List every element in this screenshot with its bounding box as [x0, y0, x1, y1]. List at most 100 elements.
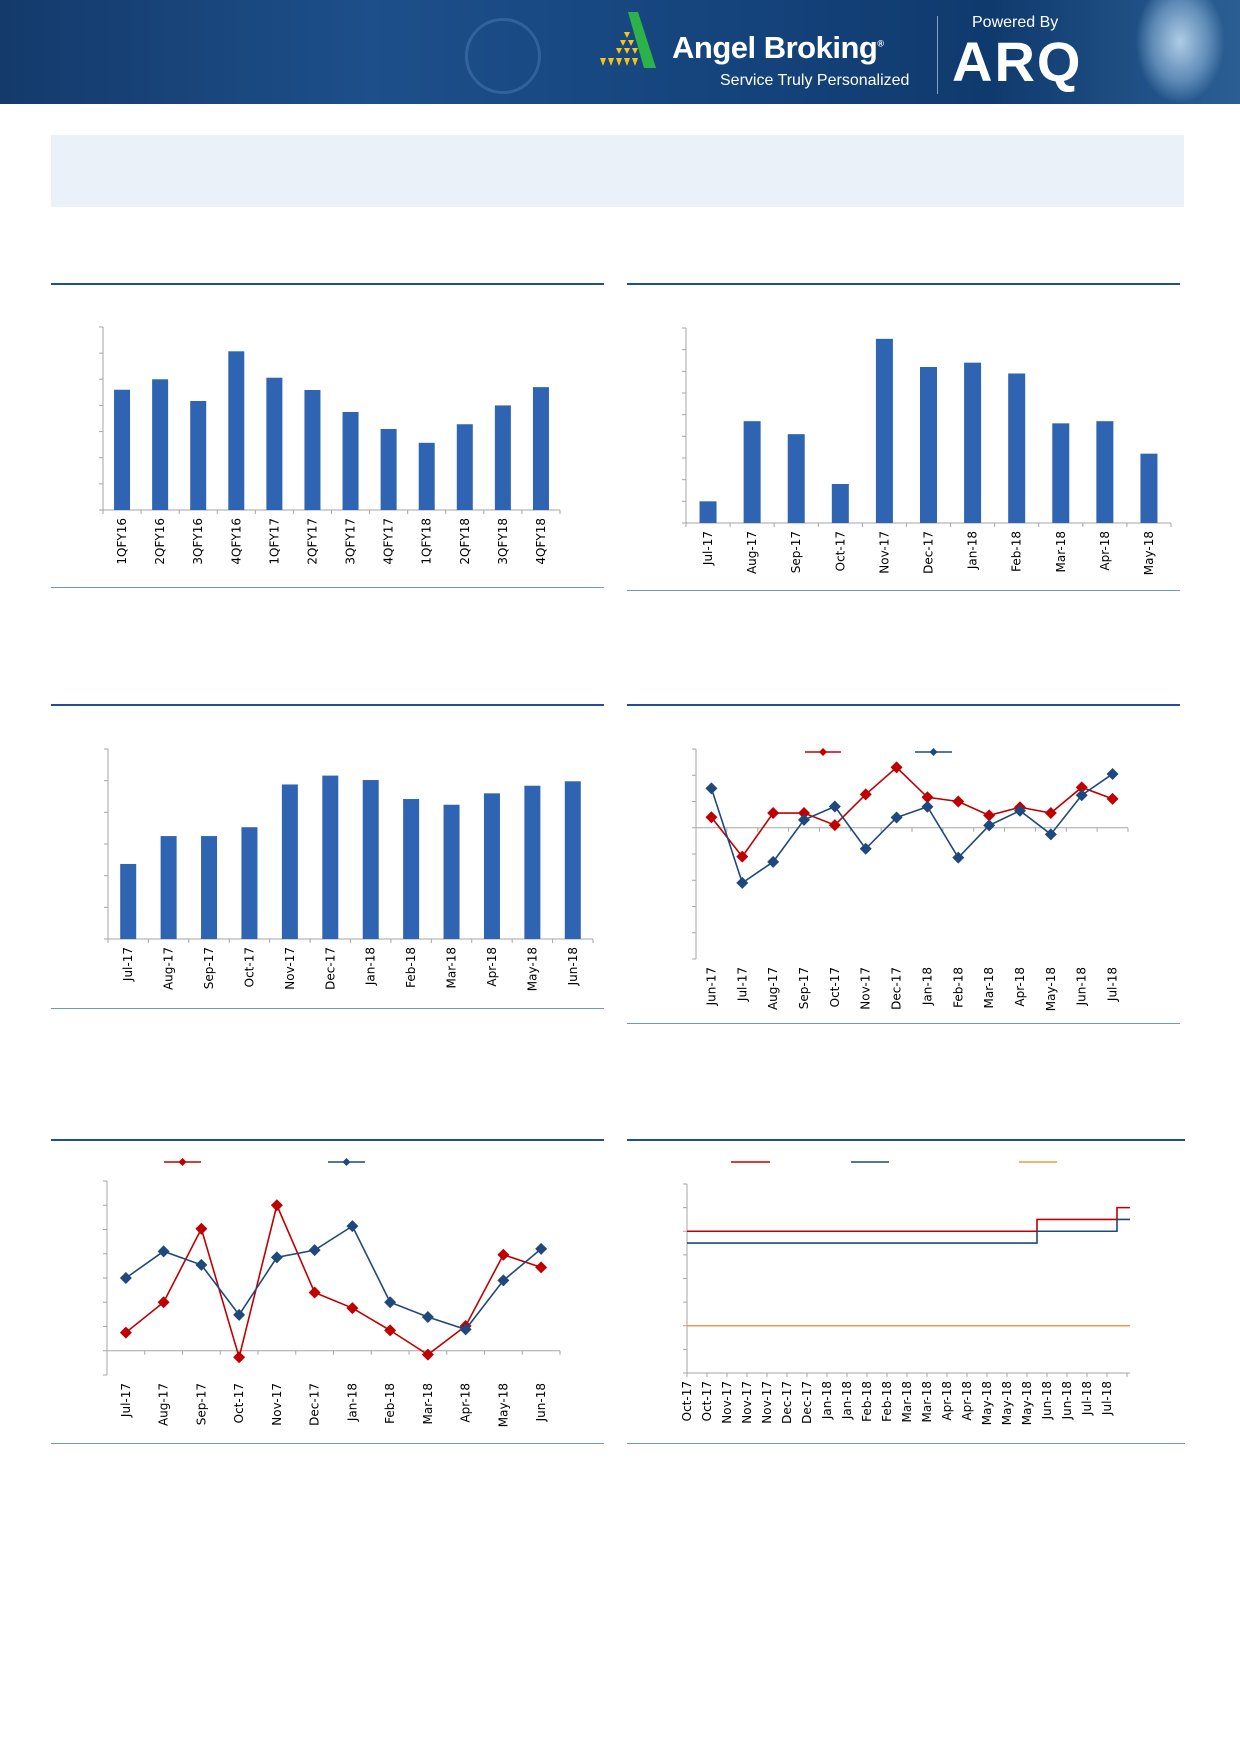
x-tick-label: Nov-17 [270, 1383, 284, 1426]
x-tick-label: Apr-18 [1098, 531, 1112, 571]
x-tick-label: May-18 [1020, 1381, 1034, 1425]
x-tick-label: 3QFY17 [344, 518, 358, 565]
bar [160, 836, 177, 939]
bar [241, 827, 258, 939]
bar [456, 424, 473, 510]
x-tick-label: Feb-18 [880, 1381, 894, 1422]
x-tick-label: May-18 [980, 1381, 994, 1425]
bar [403, 799, 420, 939]
x-tick-label: Dec-17 [890, 967, 904, 1010]
chart-1: 1QFY16 2QFY16 3QFY16 4QFY16 1QFY17 2QFY17 3QFY… [99, 326, 561, 565]
x-tick-label: Oct-17 [242, 947, 256, 987]
x-tick-label: May-18 [525, 947, 539, 991]
legend-marker [178, 1158, 187, 1166]
x-tick-label: Oct-17 [700, 1381, 714, 1421]
x-tick-label: Jun-18 [566, 947, 580, 986]
x-tick-label: Nov-17 [760, 1381, 774, 1424]
data-point [308, 1286, 321, 1299]
x-tick-label: Oct-17 [232, 1383, 246, 1423]
x-tick-label: Oct-17 [828, 967, 842, 1007]
legend-marker [819, 748, 827, 756]
x-tick-label: 3QFY16 [191, 518, 205, 565]
bar [201, 836, 218, 939]
x-tick-label: Jan-18 [345, 1383, 359, 1422]
x-tick-label: Dec-17 [922, 531, 936, 574]
bar [920, 367, 937, 523]
data-point [736, 876, 749, 889]
data-point [346, 1302, 359, 1315]
header-divider [937, 16, 938, 94]
data-point [859, 842, 872, 855]
bar [1052, 423, 1070, 523]
x-tick-label: Jun-17 [704, 967, 718, 1006]
x-tick-label: Jul-17 [121, 947, 135, 982]
x-tick-label: Mar-18 [982, 967, 996, 1008]
bar [190, 400, 207, 510]
bar [1008, 373, 1026, 523]
data-point [195, 1258, 208, 1271]
section-rule-bottom [627, 590, 1180, 591]
section-rule-bottom [51, 1008, 604, 1009]
legend-marker [342, 1158, 351, 1166]
x-tick-label: 3QFY18 [496, 518, 510, 565]
bar [1140, 453, 1158, 523]
bar [964, 362, 982, 523]
data-point [195, 1222, 208, 1235]
bar [228, 351, 245, 510]
data-point [921, 791, 934, 804]
bar [524, 785, 541, 939]
page-header-banner: Angel Broking® Service Truly Personalize… [0, 0, 1240, 104]
x-tick-label: Jan-18 [364, 947, 378, 986]
data-point [497, 1274, 510, 1287]
bar [494, 405, 511, 510]
data-point [497, 1248, 510, 1261]
powered-by-label: Powered By [972, 14, 1059, 31]
x-tick-label: 1QFY16 [115, 518, 129, 565]
bar [787, 434, 805, 523]
data-point [157, 1245, 170, 1258]
data-point [270, 1251, 283, 1264]
x-tick-label: Mar-18 [445, 947, 459, 988]
x-tick-label: Nov-17 [877, 531, 891, 574]
data-point [270, 1199, 283, 1212]
section-rule-top [51, 1139, 604, 1141]
x-tick-label: Aug-17 [157, 1383, 171, 1426]
x-tick-label: Jun-18 [1075, 967, 1089, 1006]
data-point [798, 807, 810, 820]
x-tick-label: Jun-18 [534, 1383, 548, 1422]
x-tick-label: Mar-18 [900, 1381, 914, 1422]
section-rule-top [627, 704, 1180, 706]
bar [342, 411, 359, 510]
section-rule-top [627, 283, 1180, 285]
data-point [1044, 807, 1057, 820]
bar [281, 784, 298, 939]
data-point [890, 761, 903, 774]
data-point [983, 819, 996, 832]
x-tick-label: Jul-17 [119, 1383, 133, 1418]
data-point [119, 1272, 132, 1284]
x-tick-label: Apr-18 [1013, 967, 1027, 1007]
decorative-ring [465, 18, 541, 94]
data-point [1044, 828, 1057, 841]
bar [120, 863, 137, 939]
bar [304, 390, 321, 510]
x-tick-label: Sep-17 [789, 531, 803, 573]
x-tick-label: Jul-17 [735, 967, 749, 1002]
robot-face-graphic [1135, 0, 1225, 104]
bar [532, 387, 549, 510]
data-point [308, 1244, 321, 1257]
x-tick-label: May-18 [1142, 531, 1156, 575]
data-point [859, 788, 872, 801]
section-rule-top [627, 1139, 1185, 1141]
section-rule-top [51, 283, 604, 285]
data-point [157, 1296, 170, 1309]
bar [380, 428, 397, 510]
bar [699, 501, 717, 523]
x-tick-label: Nov-17 [859, 967, 873, 1010]
x-tick-label: Nov-17 [283, 947, 297, 990]
x-tick-label: Dec-17 [780, 1381, 794, 1424]
bar [266, 377, 283, 510]
x-tick-label: Jul-18 [1106, 967, 1120, 1002]
x-tick-label: Jan-18 [966, 531, 980, 570]
